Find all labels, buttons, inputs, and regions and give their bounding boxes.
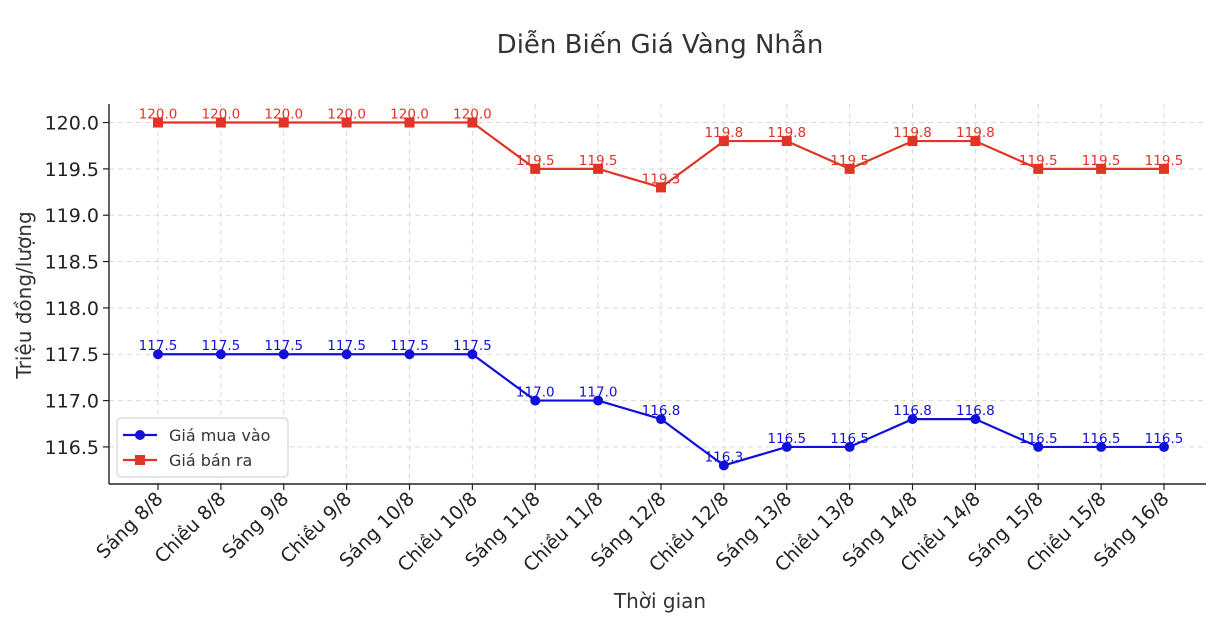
- data-label: 120.0: [453, 107, 492, 123]
- data-point: [781, 441, 792, 452]
- y-tick-label: 119.0: [45, 205, 99, 227]
- data-point: [718, 136, 729, 147]
- data-label: 119.5: [1145, 153, 1184, 169]
- data-label: 120.0: [327, 107, 366, 123]
- y-axis-label: Triệu đồng/lượng: [12, 211, 36, 379]
- data-label: 119.3: [642, 171, 681, 187]
- data-point: [215, 349, 226, 360]
- data-point: [215, 117, 226, 128]
- data-point: [530, 163, 541, 174]
- grid: [109, 104, 1206, 484]
- data-point: [467, 349, 478, 360]
- data-label: 120.0: [390, 107, 429, 123]
- data-label: 119.5: [579, 153, 618, 169]
- data-point: [404, 349, 415, 360]
- legend: Giá mua vào Giá bán ra: [116, 417, 289, 478]
- y-tick-label: 117.0: [45, 391, 99, 413]
- data-label: 116.8: [956, 403, 995, 419]
- data-point: [278, 117, 289, 128]
- y-tick-label: 117.5: [45, 344, 99, 366]
- data-point: [278, 349, 289, 360]
- data-label: 116.3: [705, 449, 744, 465]
- data-point: [404, 117, 415, 128]
- data-label: 120.0: [202, 107, 241, 123]
- data-label: 119.5: [830, 153, 869, 169]
- legend-entry: Giá bán ra: [169, 451, 252, 470]
- data-label: 119.8: [956, 125, 995, 141]
- data-label: 117.0: [579, 385, 618, 401]
- data-point: [907, 136, 918, 147]
- data-point: [844, 441, 855, 452]
- data-label: 120.0: [139, 107, 178, 123]
- y-tick-label: 116.5: [45, 437, 99, 459]
- data-label: 117.5: [327, 338, 366, 354]
- data-label: 117.5: [390, 338, 429, 354]
- chart-title: Diễn Biến Giá Vàng Nhẫn: [497, 29, 824, 60]
- data-label: 116.5: [767, 431, 806, 447]
- data-label: 117.5: [264, 338, 303, 354]
- data-point: [1159, 441, 1169, 452]
- data-label: 116.5: [1082, 431, 1121, 447]
- data-point: [1096, 163, 1107, 174]
- data-label: 119.8: [893, 125, 932, 141]
- data-point: [907, 414, 918, 425]
- y-tick-label: 118.0: [45, 298, 99, 320]
- data-point: [656, 414, 666, 425]
- data-point: [844, 163, 855, 174]
- data-point: [970, 414, 981, 425]
- data-point: [718, 460, 729, 471]
- data-point: [1033, 163, 1044, 174]
- data-point: [593, 163, 604, 174]
- legend-marker: [135, 455, 145, 465]
- data-point: [153, 349, 163, 360]
- data-label: 116.8: [642, 403, 681, 419]
- data-label: 119.8: [705, 125, 744, 141]
- data-label: 116.5: [1019, 431, 1058, 447]
- data-point: [781, 136, 792, 147]
- data-label: 119.5: [1019, 153, 1058, 169]
- data-point: [467, 117, 478, 128]
- y-tick-label: 119.5: [45, 159, 99, 181]
- data-point: [1033, 441, 1044, 452]
- legend-entry: Giá mua vào: [169, 426, 270, 445]
- data-labels: 117.5 117.5 117.5 117.5 117.5 117.5 117.0 117.0…: [139, 107, 1184, 466]
- data-label: 119.5: [516, 153, 555, 169]
- data-label: 117.5: [453, 338, 492, 354]
- data-point: [341, 117, 352, 128]
- series: [153, 117, 1169, 471]
- data-point: [530, 395, 541, 406]
- data-label: 120.0: [264, 107, 303, 123]
- data-point: [1159, 163, 1169, 174]
- data-point: [153, 117, 163, 128]
- y-tick-label: 118.5: [45, 252, 99, 274]
- data-label: 116.5: [1145, 431, 1184, 447]
- data-label: 116.8: [893, 403, 932, 419]
- data-label: 116.5: [830, 431, 869, 447]
- legend-marker: [135, 430, 145, 440]
- data-point: [656, 182, 666, 193]
- data-point: [970, 136, 981, 147]
- data-label: 117.5: [139, 338, 178, 354]
- data-point: [593, 395, 604, 406]
- data-label: 119.5: [1082, 153, 1121, 169]
- data-label: 119.8: [767, 125, 806, 141]
- data-label: 117.5: [202, 338, 241, 354]
- legend-box: [116, 417, 289, 478]
- x-axis-label: Thời gian: [613, 589, 706, 613]
- data-label: 117.0: [516, 385, 555, 401]
- data-point: [1096, 441, 1107, 452]
- data-point: [341, 349, 352, 360]
- y-tick-label: 120.0: [45, 113, 99, 135]
